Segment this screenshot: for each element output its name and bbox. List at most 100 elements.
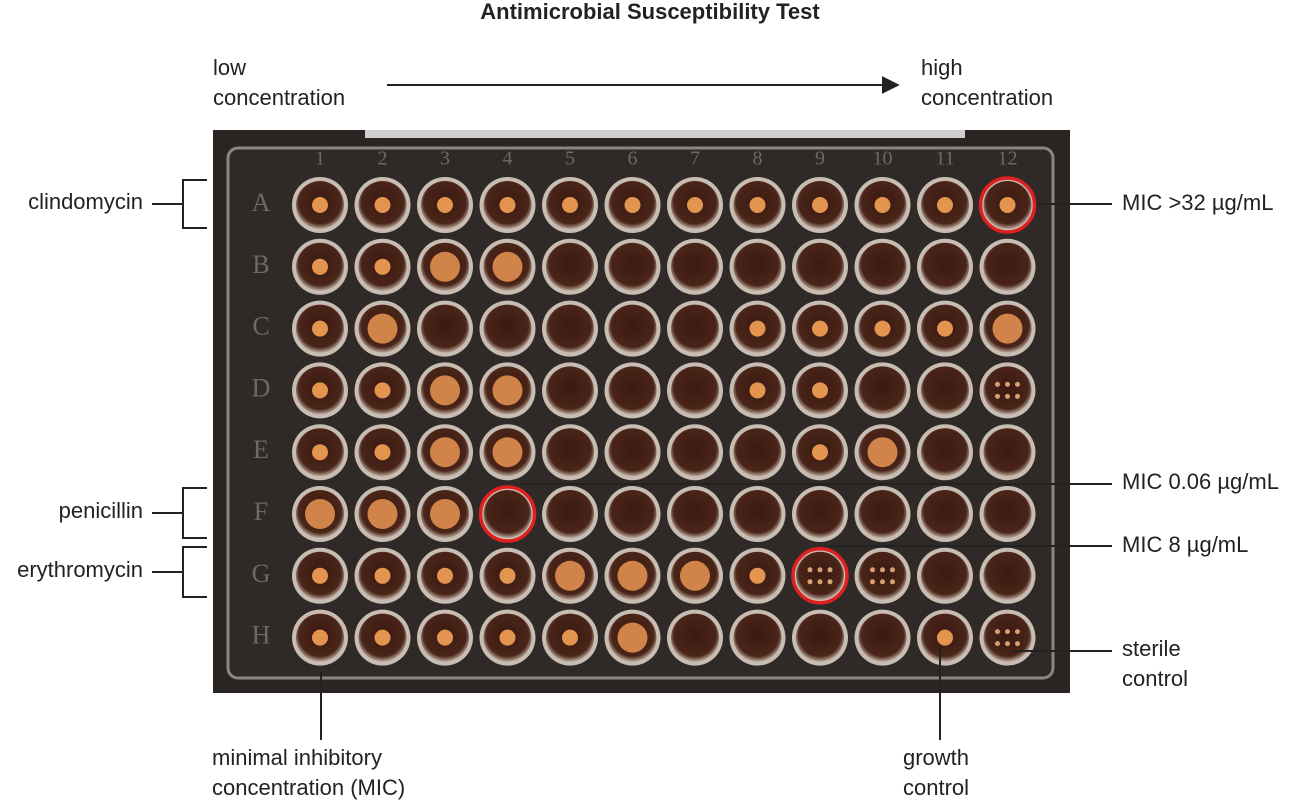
pellet xyxy=(749,382,766,399)
speck xyxy=(890,567,895,573)
mic-note: minimal inhibitory xyxy=(212,745,382,770)
pellet xyxy=(499,629,516,646)
speck xyxy=(870,567,875,573)
high-label: high xyxy=(921,55,963,80)
speck xyxy=(827,579,833,585)
pellet xyxy=(312,444,328,461)
well-inner xyxy=(983,428,1032,477)
low-label: low xyxy=(213,55,246,80)
well-inner xyxy=(796,242,844,291)
speck xyxy=(995,393,1000,399)
pellet xyxy=(312,567,328,584)
well-inner xyxy=(733,242,782,291)
well-inner xyxy=(671,242,719,291)
well-inner xyxy=(608,490,657,538)
pellet xyxy=(812,320,828,337)
bracket xyxy=(152,546,207,598)
speck xyxy=(1015,381,1020,387)
well-inner xyxy=(671,490,719,538)
column-label: 1 xyxy=(315,148,325,170)
pellet xyxy=(999,197,1016,213)
column-label: 4 xyxy=(503,148,513,170)
row-label: B xyxy=(252,250,269,279)
pellet xyxy=(867,437,898,468)
pellet xyxy=(874,320,891,337)
speck xyxy=(870,579,875,585)
speck xyxy=(817,579,823,585)
well-inner xyxy=(983,490,1032,538)
speck xyxy=(1005,393,1010,399)
antibiotic-label: clindomycin xyxy=(28,189,143,214)
pellet xyxy=(437,197,453,213)
plate-edge xyxy=(365,130,965,138)
pellet xyxy=(312,382,328,399)
mic-label: MIC 8 µg/mL xyxy=(1122,532,1248,557)
mic-label: MIC 0.06 µg/mL xyxy=(1122,469,1279,494)
speck xyxy=(995,381,1000,387)
well-inner xyxy=(796,551,844,600)
pellet xyxy=(374,444,391,461)
pellet xyxy=(617,560,648,591)
well-inner xyxy=(671,366,719,415)
pellet xyxy=(812,382,828,399)
pellet xyxy=(430,375,460,406)
mic-note: concentration (MIC) xyxy=(212,775,405,800)
well-inner xyxy=(546,304,594,353)
pellet xyxy=(749,567,766,584)
well-inner xyxy=(733,613,782,662)
pellet xyxy=(624,197,641,213)
high-label: concentration xyxy=(921,85,1053,110)
well-inner xyxy=(858,613,907,662)
speck xyxy=(890,579,895,585)
well-inner xyxy=(858,366,907,415)
pellet xyxy=(430,251,460,282)
low-label: concentration xyxy=(213,85,345,110)
pellet xyxy=(312,197,328,213)
speck xyxy=(1005,629,1010,635)
pellet xyxy=(499,197,516,213)
column-label: 7 xyxy=(690,148,700,170)
pellet xyxy=(312,258,328,275)
pellet xyxy=(437,629,453,646)
well-inner xyxy=(733,490,782,538)
pellet xyxy=(937,320,953,337)
speck xyxy=(995,641,1000,647)
well-inner xyxy=(671,428,719,477)
pellet xyxy=(374,382,391,399)
well-inner xyxy=(483,490,532,538)
well-inner xyxy=(671,304,719,353)
row-label: D xyxy=(252,373,271,402)
well-inner xyxy=(858,551,907,600)
pellet xyxy=(812,444,828,461)
column-label: 2 xyxy=(378,148,388,170)
speck xyxy=(995,629,1000,635)
speck xyxy=(880,567,885,573)
well-inner xyxy=(796,490,844,538)
well-inner xyxy=(921,490,969,538)
well-inner xyxy=(483,304,532,353)
pellet xyxy=(374,197,391,213)
pellet xyxy=(937,197,953,213)
well-inner xyxy=(608,428,657,477)
well-inner xyxy=(796,613,844,662)
pellet xyxy=(437,567,453,584)
pellet xyxy=(992,313,1023,344)
pellet xyxy=(812,197,828,213)
pellet xyxy=(492,437,523,468)
pellet xyxy=(312,320,328,337)
pellet xyxy=(305,499,335,529)
pellet xyxy=(874,197,891,213)
growth-label: control xyxy=(903,775,969,800)
speck xyxy=(1005,381,1010,387)
well-inner xyxy=(983,242,1032,291)
speck xyxy=(807,579,813,585)
pellet xyxy=(562,197,578,213)
pellet xyxy=(430,437,460,468)
well-inner xyxy=(983,613,1032,662)
well-inner xyxy=(671,613,719,662)
well-inner xyxy=(546,490,594,538)
row-label: A xyxy=(252,188,271,217)
pellet xyxy=(430,499,460,529)
